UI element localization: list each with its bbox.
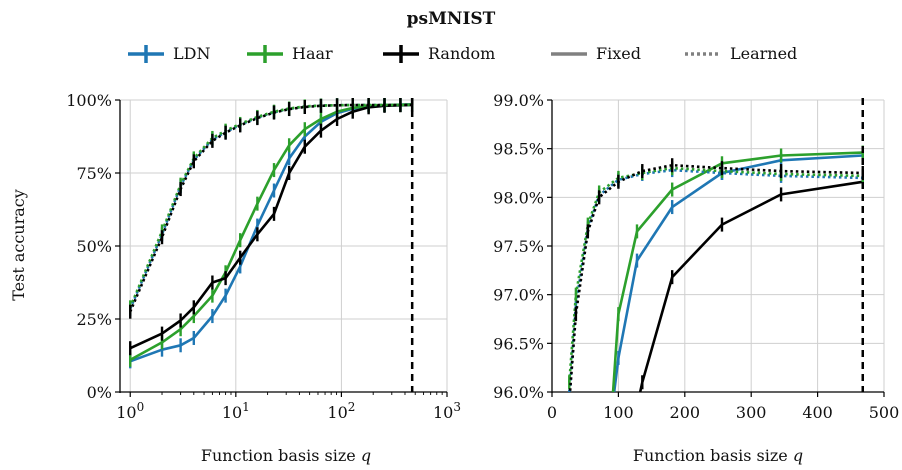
series-ldn-learned <box>568 168 863 392</box>
legend-label: Haar <box>292 44 333 63</box>
series-haar-learned <box>568 166 863 383</box>
series-haar-learned <box>129 103 413 308</box>
y-tick-label: 0% <box>87 383 112 402</box>
x-tick-label: 400 <box>802 403 833 422</box>
x-tick-label: 200 <box>670 403 701 422</box>
series-ldn-fixed <box>129 103 413 363</box>
x-tick-label: 103 <box>433 400 461 422</box>
legend: LDN Haar Random Fixed Learned <box>128 44 797 63</box>
x-axis-label-right-text: Function basis size <box>633 446 793 465</box>
x-tick-label: 100 <box>116 400 144 422</box>
x-axis-label-left: Function basis size q <box>201 446 371 465</box>
legend-item-learned: Learned <box>685 44 797 63</box>
legend-item-fixed: Fixed <box>551 44 641 63</box>
series-random-learned <box>129 103 413 313</box>
legend-label: Random <box>428 44 495 63</box>
y-tick-label: 96.5% <box>493 334 544 353</box>
legend-label: Fixed <box>596 44 641 63</box>
y-axis-label: Test accuracy <box>9 189 28 301</box>
y-tick-label: 99.0% <box>493 91 544 110</box>
y-tick-label: 50% <box>76 237 112 256</box>
series-ldn-fixed <box>612 154 863 392</box>
x-axis-label-variable: q <box>361 446 371 465</box>
plot-area <box>129 98 414 369</box>
x-tick-label: 101 <box>222 400 250 422</box>
plot-area <box>568 145 864 392</box>
y-tick-label: 97.0% <box>493 286 544 305</box>
y-tick-label: 100% <box>66 91 112 110</box>
y-tick-label: 96.0% <box>493 383 544 402</box>
legend-item-ldn: LDN <box>128 44 210 63</box>
x-axis-label-right: Function basis size q <box>633 446 803 465</box>
x-tick-label: 300 <box>736 403 767 422</box>
series-random-learned <box>568 163 863 392</box>
x-tick-label: 500 <box>869 403 900 422</box>
panel-right: 96.0% 96.5% 97.0% 97.5% 98.0% 98.5% 99.0% 0 100 2… <box>493 91 899 422</box>
series-haar-fixed <box>611 151 863 392</box>
panel-left: 0% 25% 50% 75% 100% 100 101 102 103 <box>66 91 461 422</box>
x-tick-label: 100 <box>603 403 634 422</box>
y-tick-label: 75% <box>76 164 112 183</box>
legend-item-haar: Haar <box>247 44 333 63</box>
y-tick-label: 25% <box>76 310 112 329</box>
x-axis-label-variable: q <box>793 446 803 465</box>
chart-title: psMNIST <box>407 9 496 29</box>
series-ldn-learned <box>129 103 413 310</box>
y-tick-label: 97.5% <box>493 237 544 256</box>
legend-item-random: Random <box>383 44 495 63</box>
x-axis-label-left-text: Function basis size <box>201 446 361 465</box>
series-random-fixed <box>129 103 413 350</box>
legend-label: Learned <box>730 44 797 63</box>
x-tick-label: 0 <box>547 403 557 422</box>
legend-label: LDN <box>173 44 210 63</box>
series-haar-fixed <box>129 103 413 362</box>
y-tick-label: 98.0% <box>493 188 544 207</box>
y-tick-label: 98.5% <box>493 140 544 159</box>
x-tick-label: 102 <box>327 400 355 422</box>
